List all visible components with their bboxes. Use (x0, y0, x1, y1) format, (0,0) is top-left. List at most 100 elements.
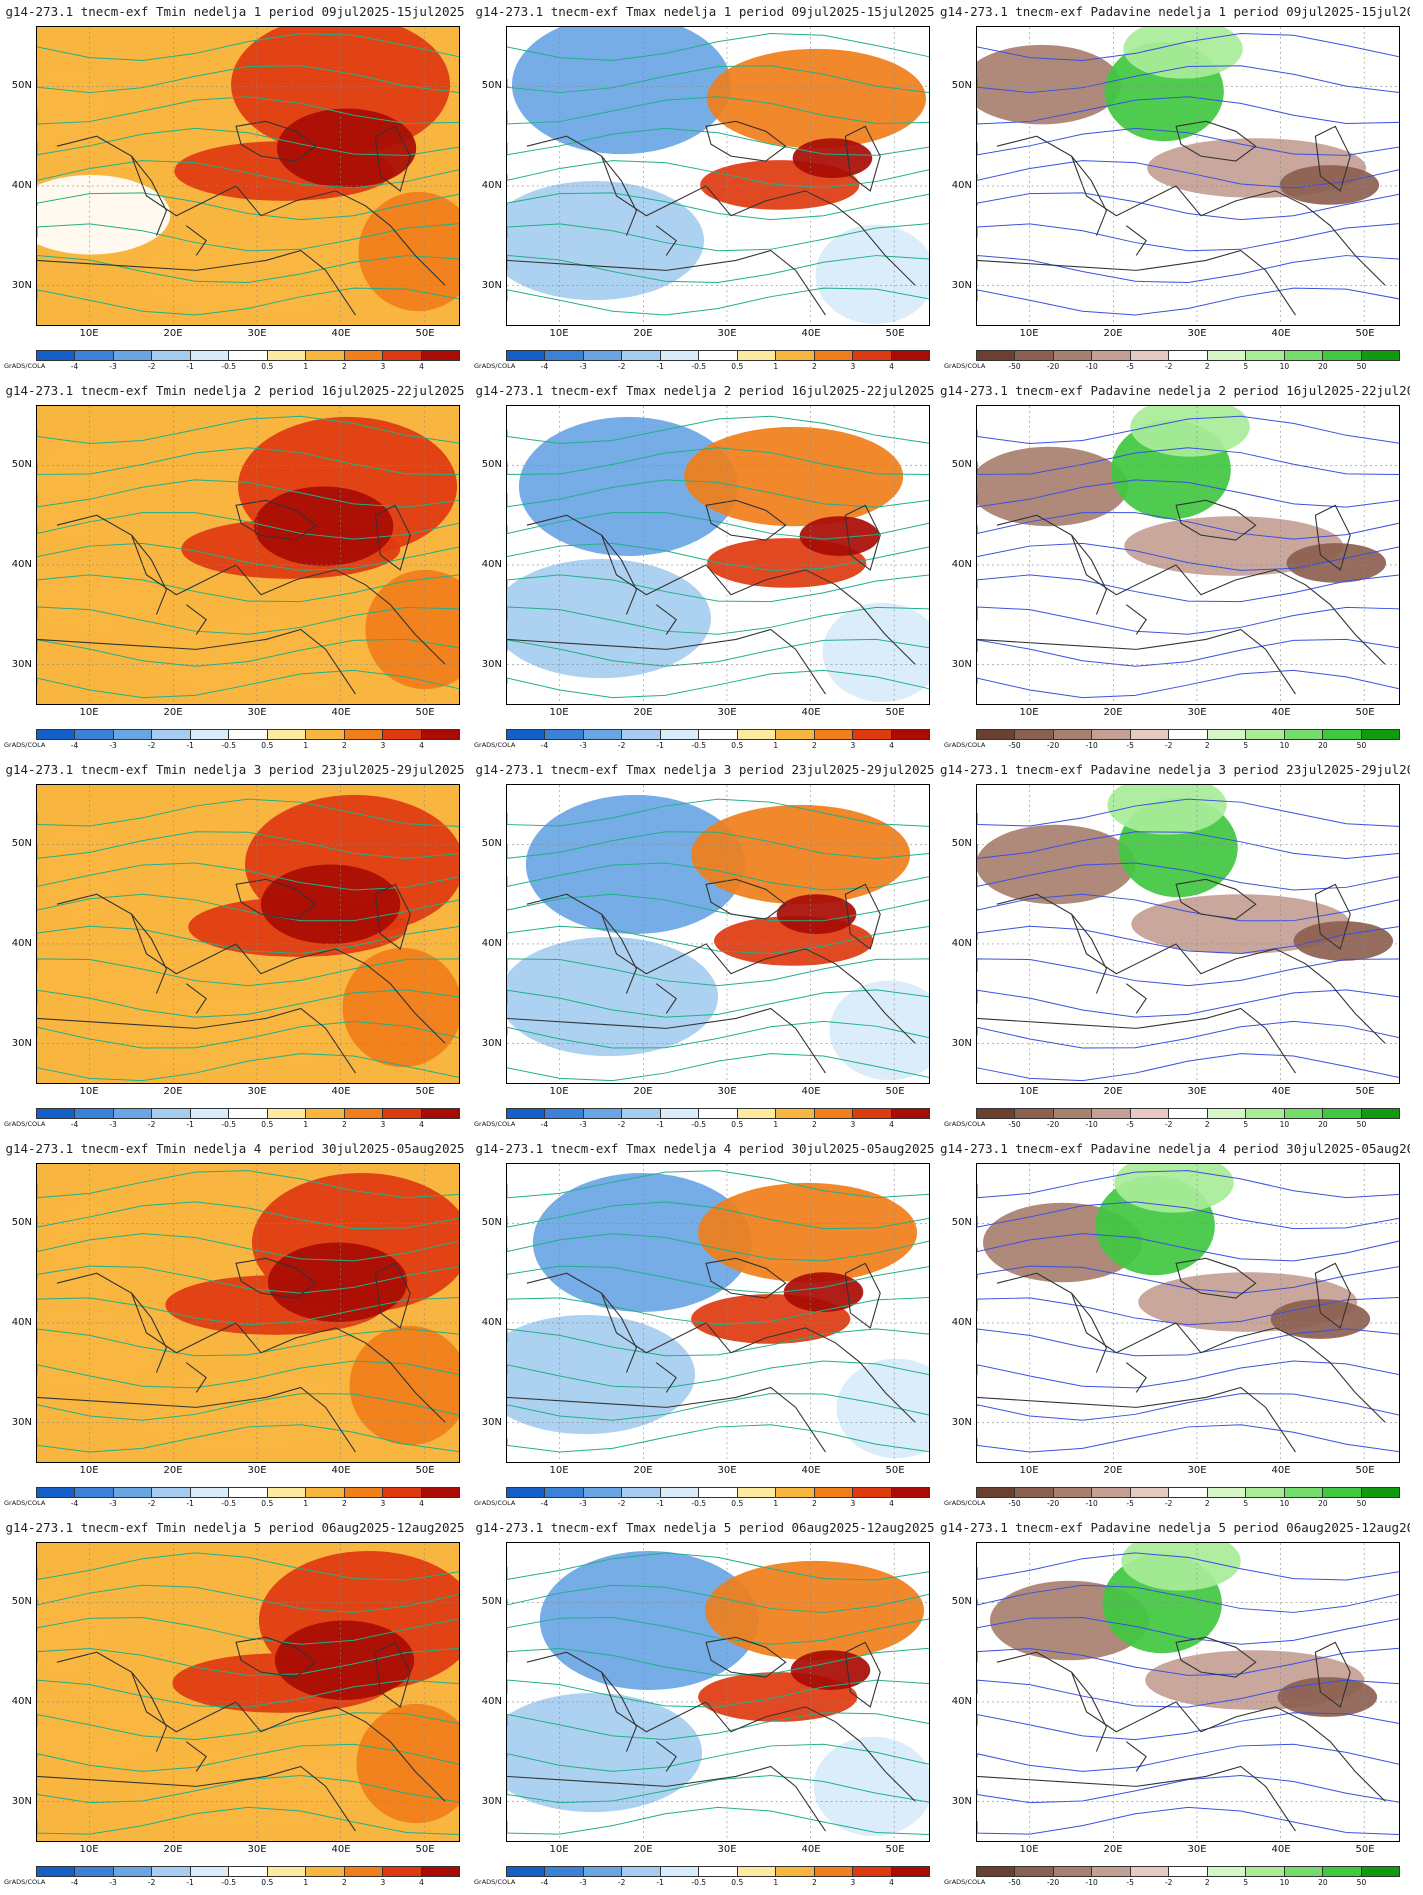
contour-line (37, 989, 459, 1018)
map-frame (506, 784, 930, 1084)
legend-swatch (113, 1488, 153, 1497)
legend-swatch (1361, 1109, 1399, 1118)
legend-swatch (1323, 351, 1362, 360)
legend-label: 4 (419, 362, 424, 371)
longitude-tick-label: 40E (1271, 1844, 1291, 1855)
legend-swatch (421, 1109, 459, 1118)
legend-label: 1 (303, 1878, 309, 1887)
contour-line (507, 447, 929, 476)
legend-swatch (1246, 1488, 1285, 1497)
panel-title: g14-273.1 tnecm-exf Tmin nedelja 4 perio… (5, 1141, 465, 1156)
legend-label: 0.5 (731, 1120, 744, 1129)
coastline (601, 1671, 637, 1752)
latitude-tick-label: 30N (11, 1038, 32, 1049)
coastline (37, 1007, 356, 1074)
color-legend-bar (506, 350, 930, 361)
anomaly-area (822, 602, 929, 702)
contour-line (507, 1053, 929, 1082)
longitude-tick-label: 50E (885, 707, 905, 718)
longitude-tick-label: 50E (1355, 1086, 1375, 1097)
anomaly-area (1130, 406, 1250, 457)
legend-swatch (622, 730, 661, 739)
map-canvas (37, 27, 459, 325)
contour-line (37, 254, 459, 283)
coastline (56, 1651, 446, 1802)
contour-line (507, 127, 929, 156)
legend-label: 10 (1279, 362, 1290, 371)
contour-line (37, 160, 459, 189)
legend-label: 1 (773, 1499, 779, 1508)
longitude-tick-label: 30E (717, 1844, 737, 1855)
anomaly-area (1293, 921, 1394, 961)
contour-line (977, 1393, 1399, 1421)
contour-line (507, 1584, 929, 1613)
legend-swatch (891, 1109, 929, 1118)
legend-label: 2 (1204, 1120, 1210, 1129)
longitude-tick-label: 10E (1019, 707, 1039, 718)
contour-line (977, 574, 1399, 603)
legend-swatch (1130, 1867, 1170, 1876)
contour-line (507, 96, 929, 125)
legend-swatch (75, 1488, 114, 1497)
legend-swatch (344, 1109, 384, 1118)
longitude-tick-label: 30E (717, 1086, 737, 1097)
legend-swatch (1323, 1488, 1362, 1497)
legend-swatch (229, 1109, 268, 1118)
latitude-tick-label: 40N (481, 559, 502, 570)
coastline (37, 1765, 356, 1832)
map-frame (506, 1163, 930, 1463)
map-panel-tmax: g14-273.1 tnecm-exf Tmax nedelja 1 perio… (470, 0, 940, 378)
anomaly-area (37, 175, 171, 255)
contour-line (507, 287, 929, 316)
anomaly-area (783, 1272, 864, 1313)
latitude-tick-label: 30N (481, 280, 502, 291)
legend-label: -5 (1126, 741, 1134, 750)
legend-label: -50 (1008, 1120, 1021, 1129)
contour-line (977, 1775, 1399, 1804)
legend-swatch (1015, 351, 1054, 360)
longitude-tick-label: 30E (1187, 707, 1207, 718)
longitude-tick-label: 40E (1271, 1086, 1291, 1097)
legend-swatch (977, 730, 1016, 739)
contour-line (37, 1712, 459, 1741)
coastline (1071, 155, 1107, 236)
map-canvas (507, 1543, 929, 1841)
contour-line (37, 223, 459, 252)
anomaly-area (274, 1620, 415, 1700)
contour-line (507, 160, 929, 189)
latitude-tick-label: 50N (481, 459, 502, 470)
latitude-tick-label: 30N (951, 1417, 972, 1428)
longitude-tick-label: 10E (1019, 1844, 1039, 1855)
contour-line (37, 1552, 459, 1581)
legend-label: 4 (889, 741, 894, 750)
legend-swatch (776, 1109, 815, 1118)
map-frame (36, 784, 460, 1084)
legend-label: -3 (109, 1120, 117, 1129)
anomaly-area (707, 48, 927, 149)
contour-line (37, 574, 459, 603)
longitude-tick-label: 40E (1271, 1465, 1291, 1476)
latitude-tick-label: 50N (481, 80, 502, 91)
panel-title: g14-273.1 tnecm-exf Tmin nedelja 1 perio… (5, 4, 465, 19)
panel-title: g14-273.1 tnecm-exf Padavine nedelja 1 p… (940, 4, 1410, 19)
legend-swatch (737, 1488, 777, 1497)
legend-swatch (545, 1488, 584, 1497)
legend-swatch (1053, 1867, 1093, 1876)
legend-label: 0.5 (261, 741, 274, 750)
legend-label: -5 (1126, 1499, 1134, 1508)
legend-swatch (152, 351, 191, 360)
latitude-tick-label: 40N (11, 938, 32, 949)
latitude-tick-label: 50N (11, 838, 32, 849)
legend-swatch (1207, 730, 1247, 739)
legend-label: -1 (656, 741, 664, 750)
longitude-tick-label: 30E (247, 1844, 267, 1855)
latitude-tick-label: 50N (11, 80, 32, 91)
legend-swatch (421, 1488, 459, 1497)
legend-swatch (699, 351, 738, 360)
contour-line (977, 65, 1399, 94)
panel-title: g14-273.1 tnecm-exf Tmax nedelja 2 perio… (475, 383, 935, 398)
legend-swatch (383, 1109, 422, 1118)
coastline (1175, 120, 1257, 162)
coastline (235, 499, 317, 541)
legend-swatch (383, 1488, 422, 1497)
